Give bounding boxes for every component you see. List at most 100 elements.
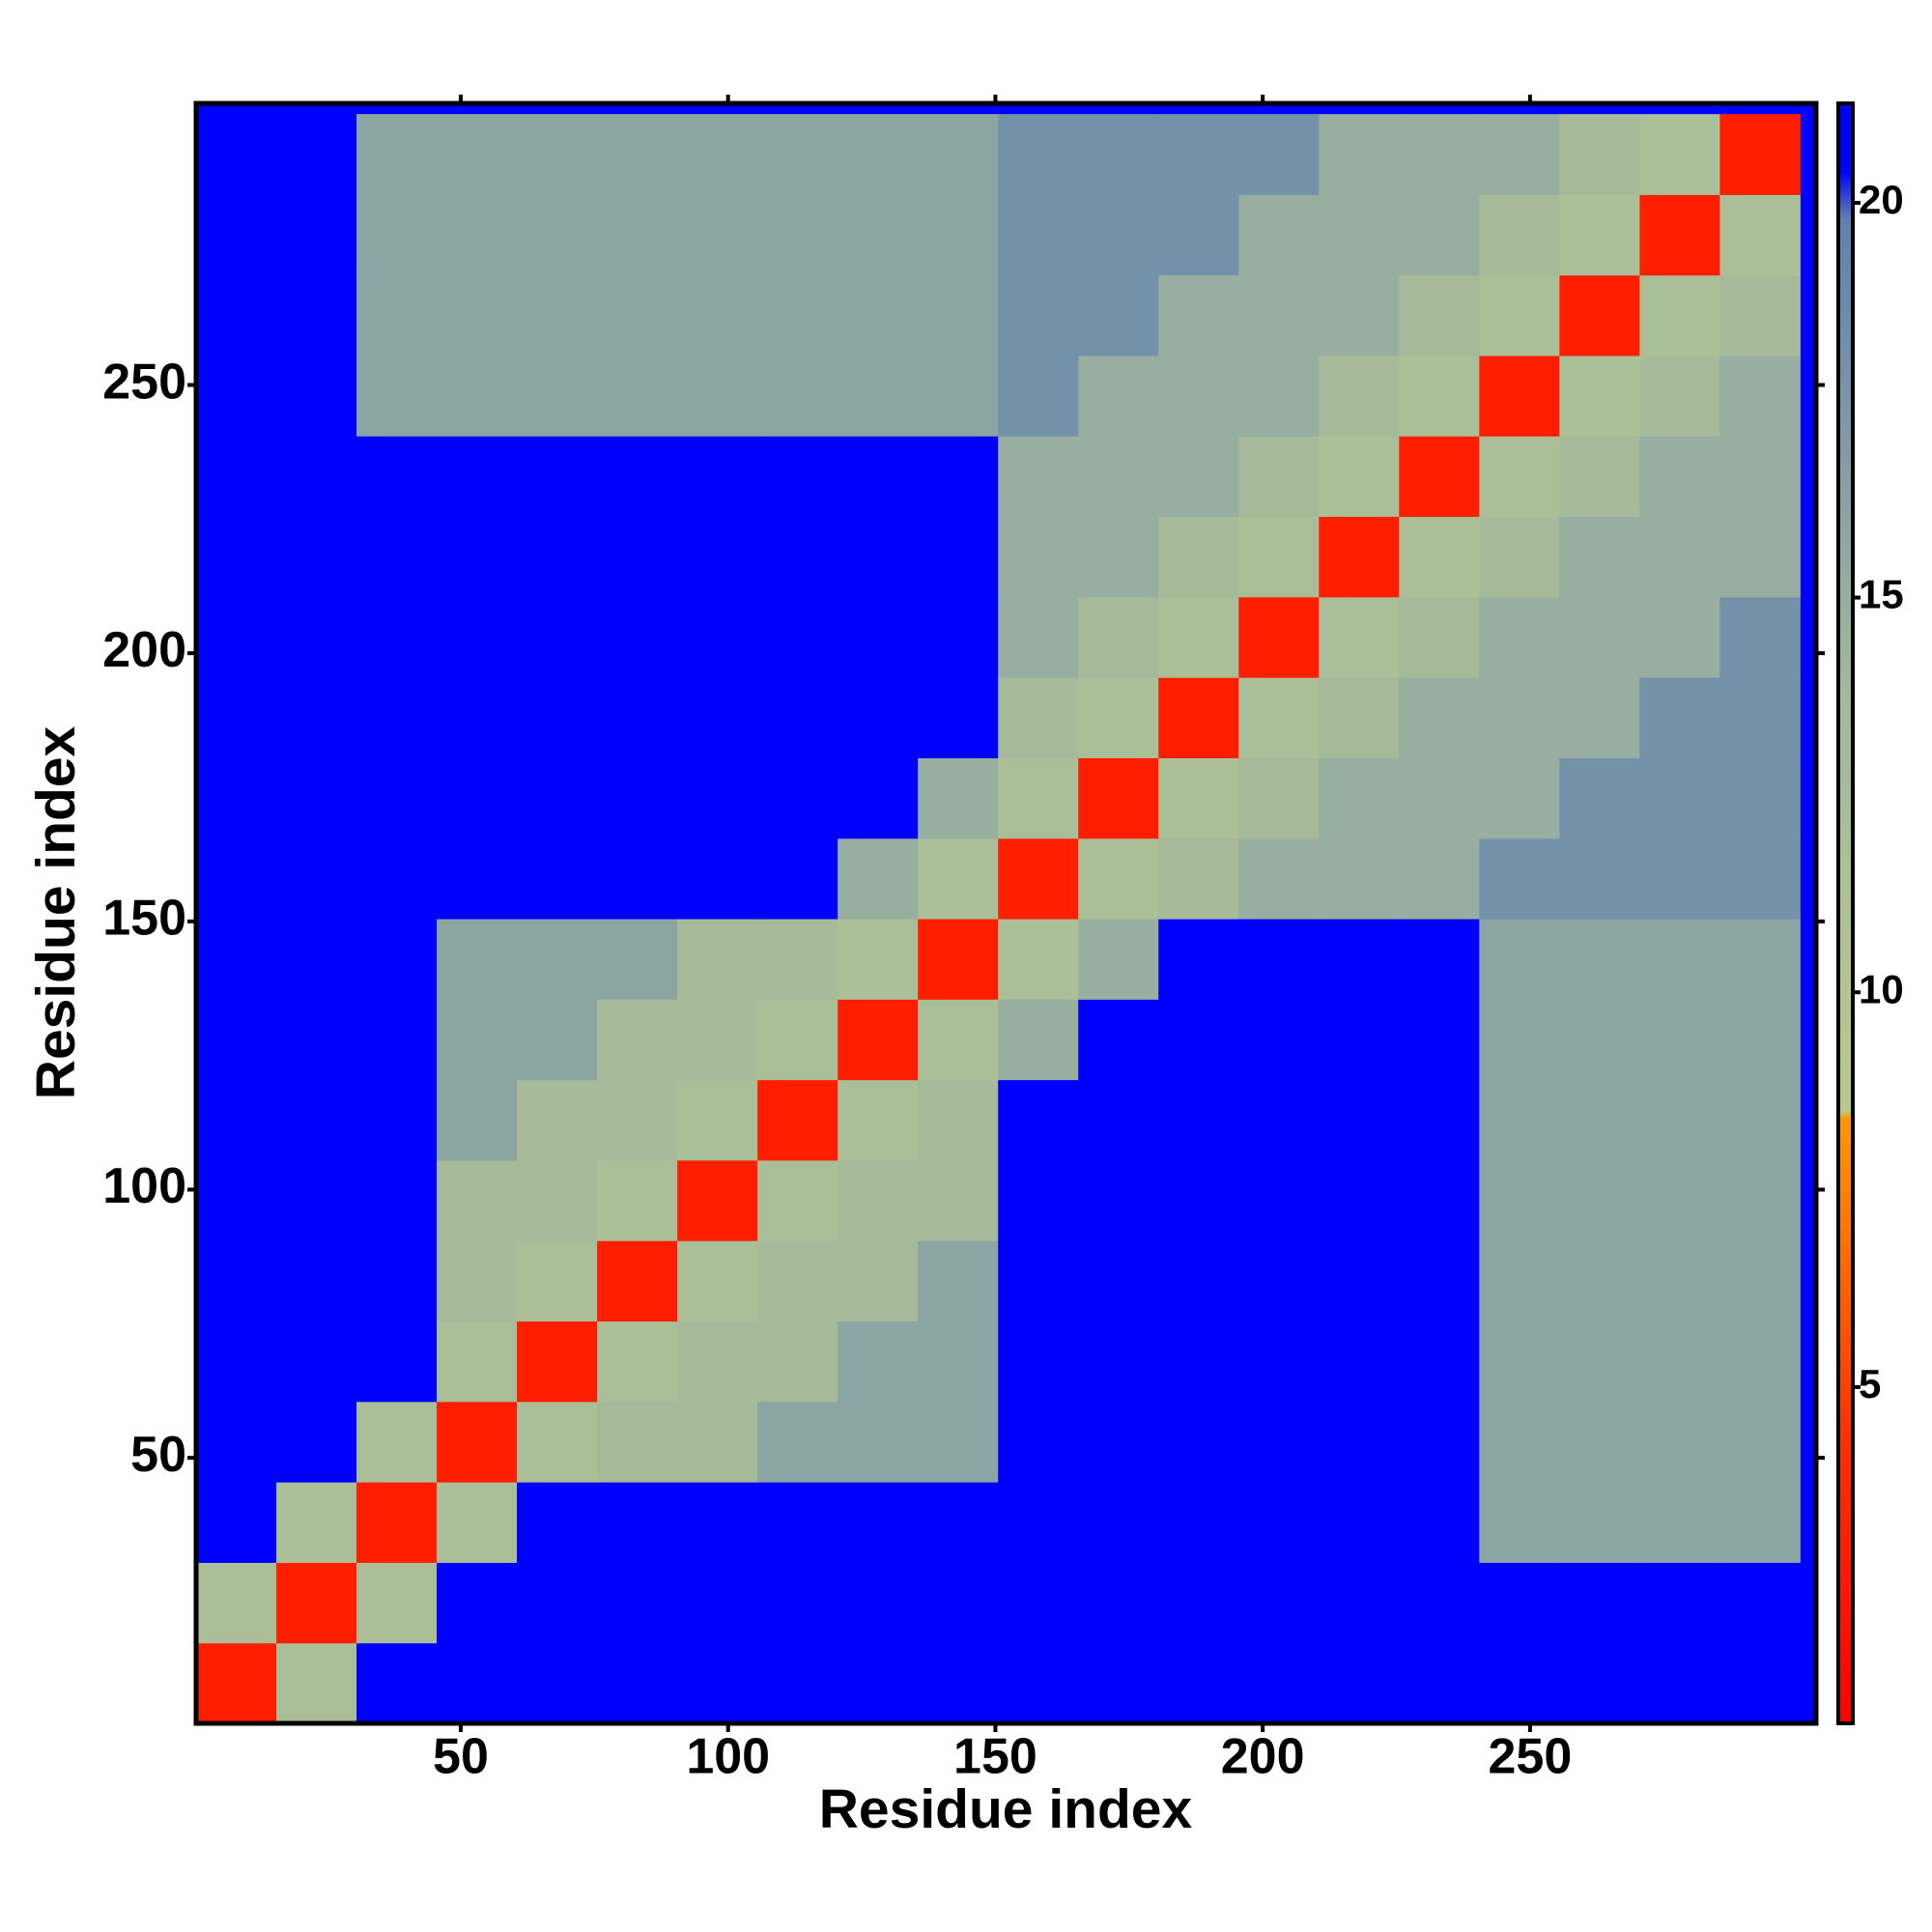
heatmap-cell — [196, 919, 277, 1000]
heatmap-cell — [196, 1079, 277, 1161]
heatmap-cell — [1639, 838, 1720, 920]
heatmap-cell — [918, 1321, 999, 1403]
heatmap-cell — [1238, 1642, 1320, 1724]
heatmap-cell — [1399, 194, 1480, 276]
heatmap-cell — [517, 1321, 598, 1403]
heatmap-cell — [517, 1401, 598, 1483]
x-tick-label: 50 — [433, 1729, 489, 1785]
heatmap-cell — [1319, 596, 1400, 678]
heatmap-cell — [757, 1240, 838, 1322]
heatmap-cell — [196, 1642, 277, 1724]
heatmap-cell — [1319, 1321, 1400, 1403]
heatmap-cell — [1158, 1159, 1239, 1241]
heatmap-cell — [998, 838, 1079, 920]
heatmap-cell — [1238, 516, 1320, 598]
heatmap-cell — [1639, 1240, 1720, 1322]
heatmap-cell — [1639, 1642, 1720, 1724]
heatmap-cell — [757, 1482, 838, 1563]
heatmap-cell — [1479, 1321, 1560, 1403]
heatmap-cell — [597, 436, 678, 518]
heatmap-cell — [1719, 114, 1801, 195]
heatmap-cell — [677, 1159, 758, 1241]
heatmap-cell — [196, 1321, 277, 1403]
heatmap-cell — [838, 596, 919, 678]
heatmap-cell — [1559, 1321, 1640, 1403]
heatmap-cell — [998, 1562, 1079, 1644]
heatmap-cell — [918, 1642, 999, 1724]
heatmap-cell — [1639, 194, 1720, 276]
heatmap-cell — [1639, 1562, 1720, 1644]
heatmap-cell — [757, 1079, 838, 1161]
heatmap-cell — [1078, 194, 1159, 276]
heatmap-cell — [998, 1240, 1079, 1322]
heatmap-cell — [1719, 516, 1801, 598]
heatmap-cell — [517, 999, 598, 1081]
heatmap-cell — [356, 355, 438, 437]
heatmap-cell — [1078, 1482, 1159, 1563]
heatmap-cell — [998, 1401, 1079, 1483]
heatmap-cell — [1399, 516, 1480, 598]
heatmap-cell — [1479, 1562, 1560, 1644]
heatmap-cell — [1158, 919, 1239, 1000]
heatmap-cell — [276, 274, 357, 356]
heatmap-cell — [517, 1562, 598, 1644]
heatmap-cell — [1158, 516, 1239, 598]
heatmap-cell — [838, 999, 919, 1081]
heatmap-cell — [1319, 999, 1400, 1081]
heatmap-cell — [1078, 516, 1159, 598]
heatmap-cell — [838, 1562, 919, 1644]
heatmap-cell — [1719, 194, 1801, 276]
heatmap-cell — [677, 1562, 758, 1644]
heatmap-cell — [1238, 919, 1320, 1000]
heatmap-cell — [196, 274, 277, 356]
heatmap-cell — [356, 1401, 438, 1483]
colorbar-tick-label: 20 — [1859, 177, 1904, 222]
heatmap-cell — [437, 919, 518, 1000]
heatmap-cell — [918, 1562, 999, 1644]
heatmap-cell — [1399, 919, 1480, 1000]
heatmap-cell — [1238, 596, 1320, 678]
heatmap-cell — [597, 355, 678, 437]
heatmap-cell — [356, 999, 438, 1081]
heatmap-cell — [597, 1159, 678, 1241]
heatmap-cell — [196, 677, 277, 758]
heatmap-cell — [1238, 114, 1320, 195]
heatmap-cell — [517, 838, 598, 920]
heatmap-cell — [677, 1482, 758, 1563]
heatmap-cell — [757, 596, 838, 678]
heatmap-cell — [998, 1079, 1079, 1161]
heatmap-cell — [757, 516, 838, 598]
heatmap-cell — [998, 919, 1079, 1000]
heatmap-cell — [437, 757, 518, 839]
heatmap-cell — [437, 274, 518, 356]
heatmap-cell — [1639, 114, 1720, 195]
heatmap-cell — [1719, 355, 1801, 437]
heatmap-cell — [1238, 194, 1320, 276]
heatmap-cell — [597, 516, 678, 598]
heatmap-cell — [677, 677, 758, 758]
heatmap-cell — [1158, 1482, 1239, 1563]
heatmap-cell — [1639, 1482, 1720, 1563]
heatmap-cell — [1399, 1401, 1480, 1483]
heatmap-cell — [1399, 355, 1480, 437]
heatmap-cell — [677, 194, 758, 276]
heatmap-cell — [838, 1642, 919, 1724]
heatmap-cell — [757, 1562, 838, 1644]
heatmap-cell — [757, 194, 838, 276]
heatmap-cell — [517, 757, 598, 839]
heatmap-cell — [757, 677, 838, 758]
heatmap-cell — [517, 1642, 598, 1724]
heatmap-cell — [1078, 355, 1159, 437]
heatmap-cell — [1399, 1159, 1480, 1241]
heatmap-cell — [1399, 1642, 1480, 1724]
heatmap-cell — [437, 1562, 518, 1644]
heatmap-cell — [1479, 516, 1560, 598]
heatmap-cell — [517, 516, 598, 598]
heatmap-cell — [517, 194, 598, 276]
heatmap-cell — [1399, 677, 1480, 758]
x-axis-title: Residue index — [819, 1778, 1193, 1840]
heatmap-cell — [918, 677, 999, 758]
heatmap-cell — [918, 999, 999, 1081]
heatmap-cell — [1319, 757, 1400, 839]
heatmap-cell — [918, 114, 999, 195]
